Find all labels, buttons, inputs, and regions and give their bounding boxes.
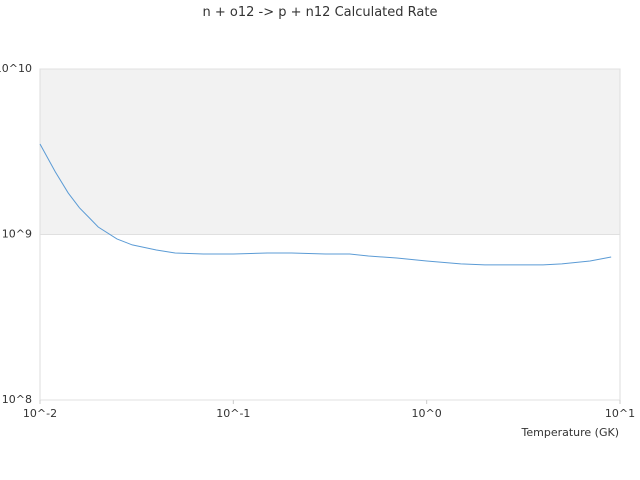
x-tick-label: 10^-1 <box>216 407 250 420</box>
x-tick-label: 10^-2 <box>23 407 57 420</box>
y-tick-label: 10^10 <box>0 62 32 75</box>
x-tick-label: 10^0 <box>412 407 442 420</box>
x-tick-label: 10^1 <box>605 407 635 420</box>
y-tick-label: 10^8 <box>2 393 32 406</box>
chart-title: n + o12 -> p + n12 Calculated Rate <box>203 5 438 20</box>
data-line <box>39 143 612 266</box>
y-tick-label: 10^9 <box>2 228 32 241</box>
grid-band <box>40 69 620 235</box>
x-axis-label: Temperature (GK) <box>521 426 620 439</box>
